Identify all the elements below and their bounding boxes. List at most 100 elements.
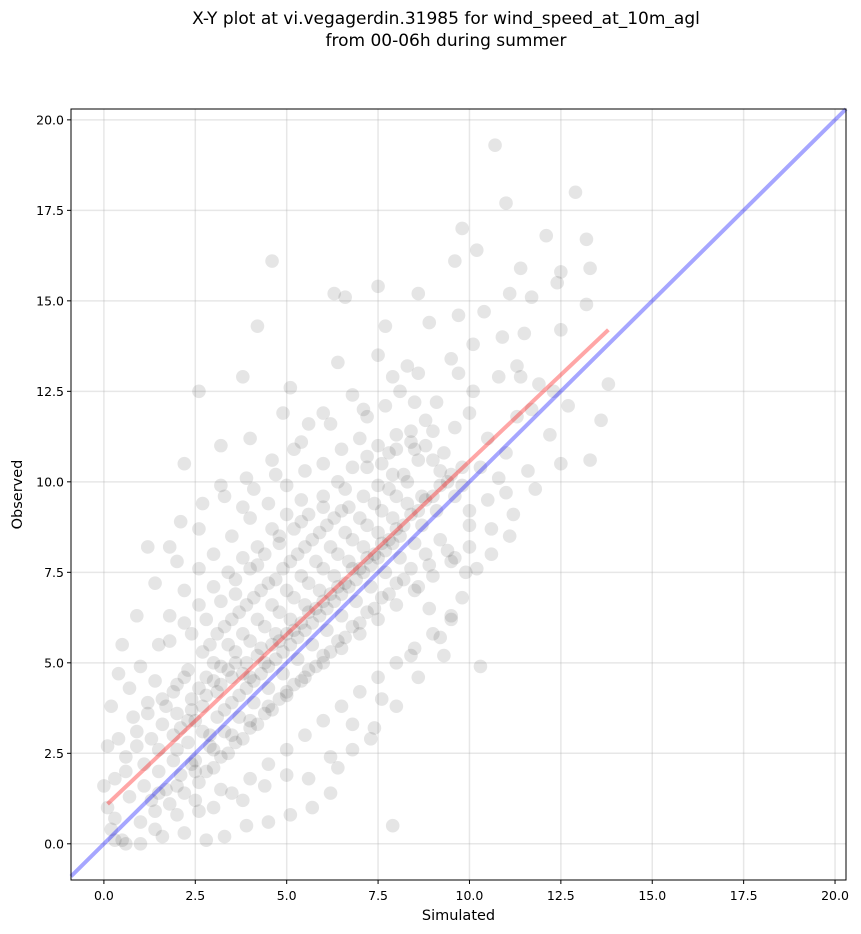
- data-point: [374, 692, 389, 706]
- data-point: [225, 695, 239, 710]
- data-point: [338, 630, 352, 645]
- data-point: [250, 612, 265, 627]
- data-point: [206, 760, 221, 775]
- data-point: [561, 399, 575, 413]
- data-point: [393, 384, 407, 399]
- data-point: [396, 467, 411, 482]
- data-point: [433, 464, 448, 478]
- data-point: [539, 228, 554, 243]
- data-point: [151, 786, 166, 800]
- data-point: [210, 627, 225, 641]
- data-point: [316, 406, 331, 420]
- data-point: [195, 645, 210, 659]
- data-point: [279, 507, 294, 522]
- data-point: [217, 703, 232, 717]
- data-point: [396, 572, 411, 587]
- data-point: [331, 580, 345, 594]
- x-tick-label: 5.0: [277, 888, 297, 903]
- data-point: [422, 558, 437, 572]
- data-point: [298, 598, 312, 612]
- data-point: [192, 384, 206, 399]
- data-point: [279, 684, 294, 699]
- data-point: [385, 370, 400, 384]
- data-point: [345, 460, 360, 475]
- data-point: [407, 442, 422, 457]
- data-point: [309, 554, 323, 569]
- data-point: [210, 710, 225, 724]
- data-point: [225, 612, 239, 627]
- data-point: [550, 275, 565, 290]
- data-point: [108, 771, 122, 786]
- data-point: [195, 496, 210, 511]
- data-point: [437, 446, 451, 460]
- data-point: [374, 536, 389, 551]
- data-point: [389, 522, 404, 536]
- y-tick-label: 15.0: [36, 293, 64, 308]
- data-point: [268, 627, 283, 641]
- data-point: [331, 355, 345, 370]
- data-point: [111, 732, 126, 746]
- data-point: [554, 456, 568, 471]
- data-point: [111, 666, 126, 681]
- data-point: [411, 453, 426, 467]
- data-point: [554, 265, 568, 279]
- data-point: [177, 670, 192, 685]
- data-point: [272, 692, 287, 706]
- data-point: [363, 732, 378, 746]
- x-tick-label: 12.5: [547, 888, 575, 903]
- data-point: [506, 507, 521, 522]
- x-tick-label: 17.5: [730, 888, 758, 903]
- data-point: [305, 532, 320, 547]
- data-point: [433, 532, 448, 547]
- data-point: [166, 684, 181, 699]
- data-point: [400, 359, 415, 373]
- data-point: [243, 721, 257, 735]
- data-point: [356, 540, 371, 554]
- data-point: [469, 243, 484, 257]
- data-point: [323, 540, 338, 554]
- data-point: [228, 645, 243, 659]
- data-point: [378, 399, 393, 413]
- data-point: [320, 601, 334, 616]
- data-point: [382, 587, 396, 601]
- data-point: [250, 648, 265, 663]
- data-point: [389, 656, 404, 670]
- data-point: [356, 489, 371, 504]
- data-point: [448, 254, 462, 268]
- data-point: [250, 540, 265, 554]
- data-point: [133, 837, 148, 851]
- data-point: [243, 713, 257, 728]
- data-point: [287, 522, 301, 536]
- data-point: [466, 337, 480, 352]
- x-tick-label: 7.5: [368, 888, 388, 903]
- data-point: [257, 656, 272, 670]
- data-point: [382, 482, 396, 496]
- data-point: [265, 637, 279, 652]
- data-point: [466, 384, 480, 399]
- plot-frame: [70, 108, 847, 881]
- data-point: [382, 532, 396, 547]
- data-point: [257, 547, 272, 562]
- data-point: [217, 619, 232, 634]
- data-point: [214, 750, 228, 764]
- data-point: [184, 703, 199, 717]
- data-point: [360, 460, 374, 475]
- data-point: [228, 587, 243, 601]
- data-point: [404, 435, 418, 449]
- data-point: [583, 261, 597, 276]
- data-point: [389, 598, 404, 612]
- data-point: [214, 594, 228, 609]
- data-point: [400, 496, 415, 511]
- data-point: [367, 496, 382, 511]
- data-point: [389, 576, 404, 590]
- data-point: [236, 732, 250, 746]
- data-point: [316, 713, 331, 728]
- data-point: [199, 833, 214, 847]
- data-point: [378, 319, 393, 333]
- data-point: [221, 746, 235, 761]
- data-point: [327, 569, 342, 583]
- data-point: [352, 431, 367, 446]
- data-point: [473, 659, 488, 674]
- data-point: [418, 438, 433, 453]
- data-point: [151, 764, 166, 779]
